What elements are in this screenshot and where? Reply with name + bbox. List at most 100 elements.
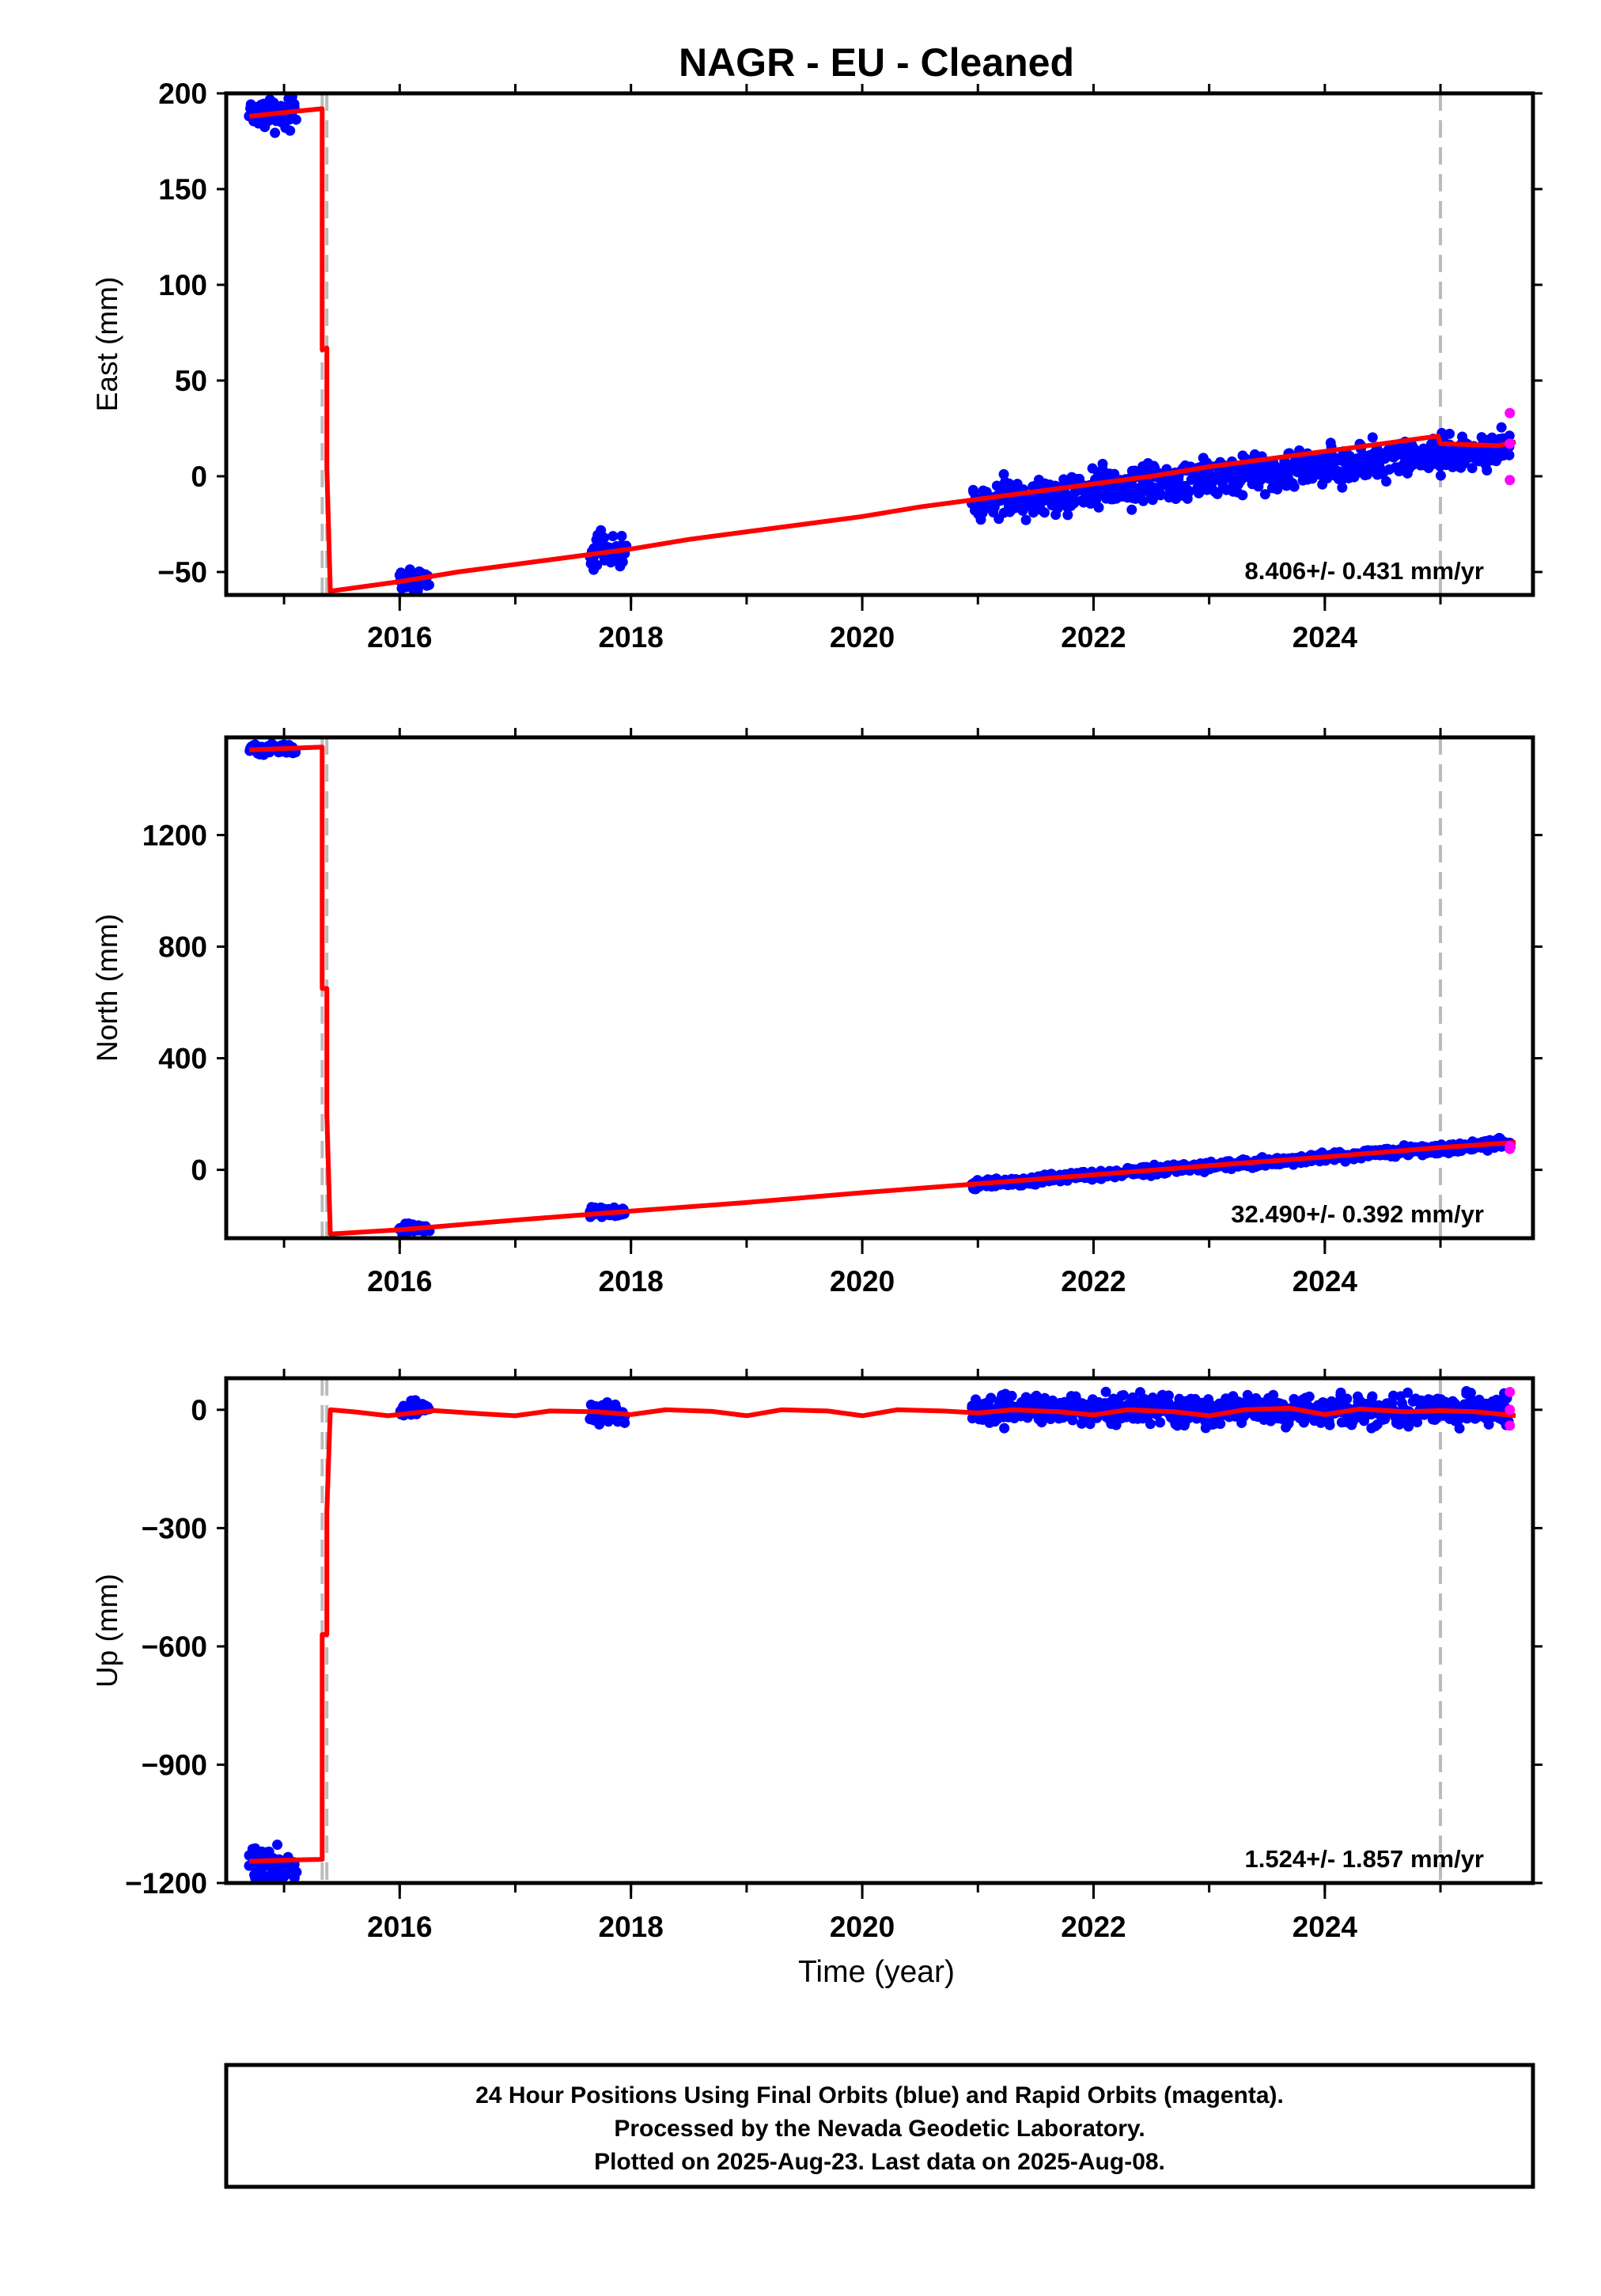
rapid-orbit-point [1504, 1386, 1516, 1397]
x-axis-label: Time (year) [798, 1955, 955, 1989]
x-tick-label: 2016 [367, 1911, 432, 1943]
y-tick-label: −50 [157, 556, 207, 589]
final-orbit-point [1084, 1419, 1096, 1430]
final-orbit-point [617, 556, 628, 567]
rapid-orbit-point [1504, 475, 1516, 486]
final-orbit-point [423, 579, 434, 590]
model-fit-line [249, 1405, 1516, 1864]
y-axis-label: Up (mm) [91, 1574, 123, 1688]
final-orbit-point [1039, 507, 1050, 518]
y-tick-label: −600 [142, 1631, 207, 1663]
up-panel: −1200 −900 −600 −300 0 2016 2018 2020 2022 2024 Up… [91, 1369, 1542, 1943]
final-orbit-point [1482, 465, 1493, 476]
final-orbit-point [1093, 502, 1104, 513]
x-tick-label: 2020 [830, 621, 895, 654]
final-orbit-point [1412, 1417, 1423, 1428]
final-orbit-point [1381, 476, 1392, 487]
y-axis-label: East (mm) [91, 277, 123, 412]
footer-frame [224, 2063, 1535, 2189]
model-fit-line [248, 106, 1516, 594]
final-orbit-point [1367, 432, 1378, 443]
final-orbit-point [1006, 1390, 1017, 1401]
final-orbit-point [285, 125, 296, 136]
x-tick-label: 2024 [1293, 621, 1358, 654]
final-orbit-point [1062, 510, 1073, 521]
x-tick-label: 2022 [1061, 1911, 1126, 1943]
y-tick-label: 400 [158, 1043, 207, 1075]
footer-box: 24 Hour Positions Using Final Orbits (bl… [224, 2063, 1535, 2189]
final-orbit-point [1212, 488, 1223, 499]
y-tick-label: −900 [142, 1749, 207, 1781]
y-tick-label: 0 [191, 1394, 207, 1426]
final-orbit-point [1237, 490, 1248, 501]
final-orbit-point [1020, 514, 1031, 525]
final-orbit-point [986, 1392, 997, 1404]
rapid-orbit-point [1504, 1404, 1516, 1415]
final-orbit-point [1155, 490, 1166, 501]
final-orbit-point [1380, 1414, 1391, 1425]
x-tick-label: 2020 [830, 1911, 895, 1943]
footer-line-3: Plotted on 2025-Aug-23. Last data on 202… [594, 2149, 1165, 2175]
plot-area [244, 1378, 1516, 1883]
figure-title: NAGR - EU - Cleaned [679, 40, 1074, 85]
rapid-orbit-point [1504, 1420, 1516, 1431]
final-orbit-point [999, 1423, 1010, 1434]
final-orbit-point [616, 530, 627, 541]
rate-label: 1.524+/- 1.857 mm/yr [1245, 1845, 1484, 1873]
x-tick-label: 2016 [367, 1265, 432, 1298]
final-orbit-point [291, 1866, 302, 1877]
rate-label: 8.406+/- 0.431 mm/yr [1245, 557, 1484, 585]
final-orbit-point [1467, 463, 1478, 474]
x-tick-label: 2022 [1061, 1265, 1126, 1298]
final-orbit-point [1496, 422, 1507, 433]
final-orbit-point [1100, 1386, 1111, 1397]
x-tick-label: 2020 [830, 1265, 895, 1298]
final-orbit-point [1259, 489, 1270, 500]
footer-line-2: Processed by the Nevada Geodetic Laborat… [614, 2116, 1145, 2142]
rapid-orbit-point [1504, 1143, 1516, 1154]
final-orbit-point [592, 559, 603, 570]
final-orbit-point [259, 1870, 271, 1881]
final-orbit-point [1504, 430, 1515, 441]
rate-label: 32.490+/- 0.392 mm/yr [1231, 1200, 1484, 1228]
panel-frame [224, 1376, 1535, 1885]
final-orbit-point [599, 532, 610, 544]
y-tick-label: 50 [175, 365, 207, 397]
final-orbit-point [1118, 1389, 1129, 1400]
y-tick-label: 100 [158, 269, 207, 301]
y-tick-label: 0 [191, 1154, 207, 1187]
north-panel: 0 400 800 1200 2016 2018 2020 2022 2024 North (mm… [91, 728, 1542, 1298]
final-orbit-point [1337, 482, 1348, 493]
y-tick-label: 800 [158, 930, 207, 963]
final-orbit-point [1483, 1419, 1494, 1430]
y-tick-label: 150 [158, 173, 207, 206]
final-orbit-point [1145, 1419, 1156, 1430]
panel-frame [224, 91, 1535, 597]
x-tick-label: 2018 [599, 1265, 664, 1298]
final-orbit-point [1067, 1415, 1078, 1426]
final-orbit-point [1465, 1387, 1476, 1398]
rapid-orbit-point [1504, 407, 1516, 419]
final-orbit-point [1137, 495, 1149, 506]
final-orbit-point [1342, 1393, 1353, 1404]
y-tick-label: −300 [142, 1512, 207, 1544]
y-axis-label: North (mm) [91, 914, 123, 1062]
final-orbit-point [1304, 1391, 1315, 1402]
final-orbit-point [290, 114, 301, 125]
final-orbit-point [967, 484, 978, 495]
x-tick-label: 2018 [599, 1911, 664, 1943]
x-tick-label: 2016 [367, 621, 432, 654]
final-orbit-point [1504, 449, 1515, 460]
y-tick-label: 200 [158, 78, 207, 110]
final-orbit-point [1289, 481, 1300, 492]
final-orbit-point [1036, 1417, 1047, 1428]
plot-area [244, 737, 1516, 1238]
y-tick-label: 1200 [142, 819, 207, 851]
final-orbit-point [1215, 1419, 1226, 1430]
final-orbit-point [1402, 1387, 1414, 1398]
final-orbit-point [1367, 1391, 1378, 1402]
final-orbit-point [607, 531, 619, 542]
plot-area [244, 93, 1516, 595]
panel-frame [224, 735, 1535, 1241]
